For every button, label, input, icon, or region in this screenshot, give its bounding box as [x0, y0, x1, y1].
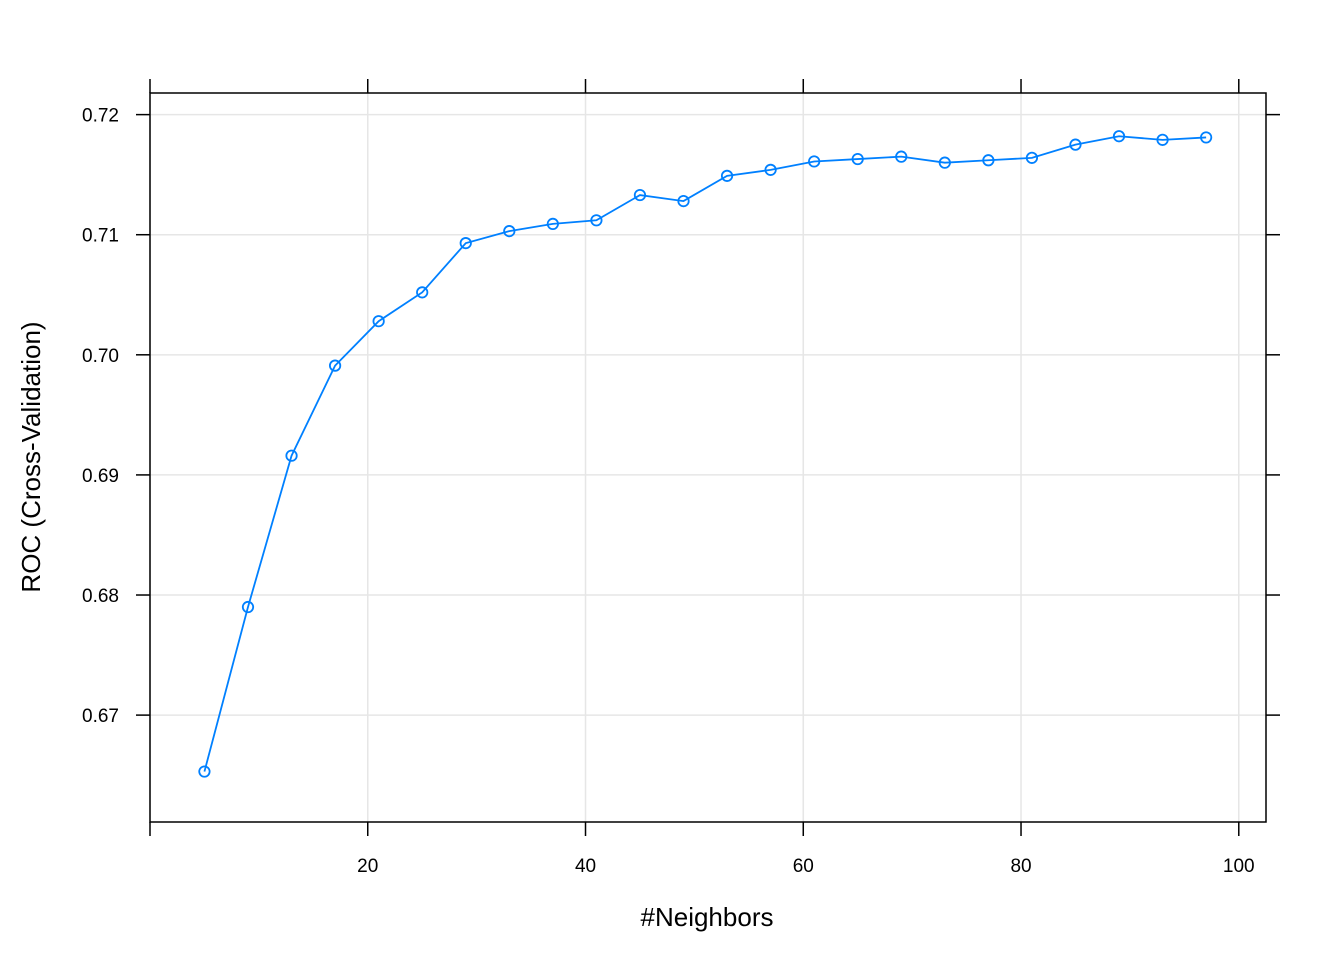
data-point — [285, 449, 298, 462]
y-tick-label: 0.68 — [82, 586, 119, 607]
data-point — [1156, 133, 1169, 146]
x-tick-label: 20 — [357, 856, 378, 877]
x-tick-label: 40 — [575, 856, 596, 877]
data-point — [546, 217, 559, 231]
data-point — [764, 163, 777, 176]
data-point — [241, 600, 255, 614]
y-tick-label: 0.69 — [82, 466, 119, 487]
plot-frame — [149, 92, 1267, 823]
x-tick-label: 60 — [793, 856, 814, 877]
grid-lines — [149, 93, 1266, 822]
data-point — [328, 359, 342, 372]
data-point — [938, 156, 951, 169]
y-axis-title: ROC (Cross-Validation) — [16, 321, 46, 592]
data-point — [851, 152, 864, 166]
x-axis-title: #Neighbors — [641, 902, 774, 932]
data-point — [198, 765, 211, 778]
y-tick-label: 0.72 — [82, 106, 119, 127]
axis-ticks — [136, 79, 1280, 836]
x-tick-label: 100 — [1223, 856, 1255, 877]
roc-series — [198, 130, 1213, 778]
data-point — [1069, 138, 1082, 151]
y-tick-label: 0.67 — [82, 706, 119, 727]
data-point — [459, 237, 472, 250]
series-line — [203, 135, 1207, 772]
data-point — [372, 315, 385, 328]
y-tick-label: 0.70 — [82, 346, 119, 367]
tick-labels: 20 40 60 80 100 0.67 0.68 0.69 0.70 0.71 0.72 — [82, 106, 1255, 877]
data-point — [677, 194, 690, 208]
data-point — [1200, 131, 1213, 144]
data-point — [895, 150, 908, 163]
data-point — [1025, 151, 1039, 164]
data-point — [1112, 130, 1126, 143]
data-point — [590, 214, 603, 227]
data-point — [633, 188, 647, 202]
data-point — [503, 225, 516, 238]
x-tick-label: 80 — [1010, 856, 1031, 877]
data-point — [416, 286, 429, 299]
data-point — [720, 169, 734, 182]
data-point — [982, 154, 995, 167]
data-point — [808, 155, 821, 168]
y-tick-label: 0.71 — [82, 226, 119, 247]
